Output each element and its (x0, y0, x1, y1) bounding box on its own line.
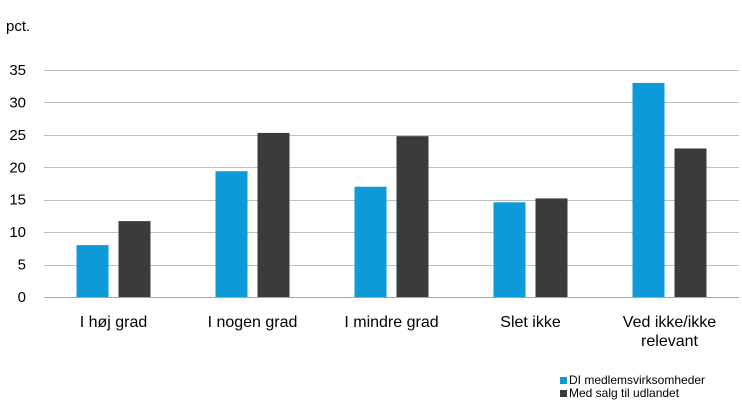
y-axis-ticks: 0 5 10 15 20 25 30 35 (9, 62, 26, 306)
x-category-label: I mindre grad (344, 314, 438, 331)
x-category-label: I nogen grad (208, 314, 298, 331)
legend-item-series-2: Med salg til udlandet (560, 387, 705, 400)
legend-label-series-2: Med salg til udlandet (569, 386, 680, 400)
bar-series-2-cat-2 (257, 132, 290, 297)
y-tick-label: 15 (9, 192, 26, 209)
bar-series-1-cat-1 (76, 245, 109, 297)
y-unit-label: pct. (6, 18, 30, 35)
legend: DI medlemsvirksomheder Med salg til udla… (560, 374, 705, 400)
bar-series-2-cat-1 (118, 221, 151, 297)
legend-item-series-1: DI medlemsvirksomheder (560, 374, 705, 387)
bars (76, 82, 707, 297)
x-category-label: Ved ikke/ikke relevant (623, 314, 716, 350)
y-tick-label: 10 (9, 224, 26, 241)
bar-series-1-cat-2 (215, 171, 248, 297)
y-tick-label: 35 (9, 62, 26, 79)
bar-series-2-cat-4 (535, 198, 568, 297)
y-tick-label: 5 (18, 257, 26, 274)
bar-series-1-cat-5 (632, 82, 665, 297)
bar-series-1-cat-3 (354, 186, 387, 297)
x-category-label: I høj grad (80, 314, 148, 331)
gridlines (44, 70, 739, 266)
legend-swatch-series-2 (560, 390, 567, 397)
legend-swatch-series-1 (560, 377, 567, 384)
x-axis-categories: I høj grad I nogen grad I mindre grad Slet … (80, 314, 717, 350)
bar-series-2-cat-5 (674, 148, 707, 297)
y-tick-label: 25 (9, 127, 26, 144)
y-tick-label: 30 (9, 94, 26, 111)
y-tick-label: 20 (9, 159, 26, 176)
bar-series-2-cat-3 (396, 136, 429, 297)
y-tick-label: 0 (18, 289, 26, 306)
bar-series-1-cat-4 (493, 202, 526, 297)
x-category-label: Slet ikke (500, 314, 561, 331)
legend-label-series-1: DI medlemsvirksomheder (569, 373, 706, 387)
